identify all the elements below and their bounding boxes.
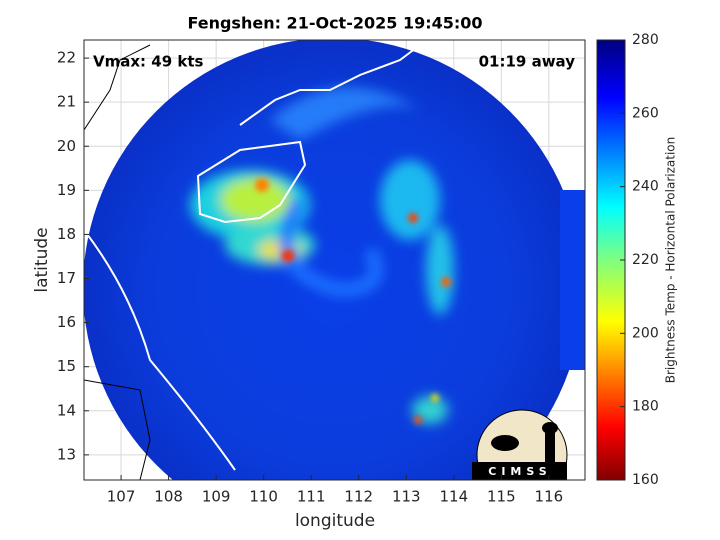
colorbar-tick-label: 240: [632, 179, 659, 195]
y-tick-label: 22: [57, 49, 76, 67]
y-tick-label: 18: [57, 225, 76, 243]
x-tick-label: 112: [344, 488, 373, 506]
annotation: Vmax: 49 kts: [93, 53, 203, 71]
swath-image: [84, 40, 585, 480]
y-tick-label: 17: [57, 269, 76, 287]
y-tick-label: 20: [57, 137, 76, 155]
y-tick-label: 19: [57, 181, 76, 199]
x-tick-label: 109: [202, 488, 231, 506]
colorbar-tick-label: 180: [632, 399, 659, 415]
x-axis-label: longitude: [295, 511, 375, 531]
x-tick-label: 115: [487, 488, 516, 506]
colorbar-tick-label: 220: [632, 252, 659, 268]
colorbar-tick-label: 160: [632, 472, 659, 488]
y-tick-label: 15: [57, 357, 76, 375]
x-tick-label: 107: [107, 488, 136, 506]
colorbar-tick-label: 260: [632, 105, 659, 121]
y-tick-label: 16: [57, 313, 76, 331]
colorbar-tick-label: 280: [632, 32, 659, 48]
plot-frame: [83, 39, 586, 481]
logo-text: CIMSS: [488, 465, 551, 478]
y-tick-label: 14: [57, 401, 76, 419]
x-tick-label: 114: [439, 488, 468, 506]
y-tick-label: 21: [57, 93, 76, 111]
logo: CIMSS: [472, 409, 568, 480]
chart-title: Fengshen: 21-Oct-2025 19:45:00: [187, 14, 482, 33]
y-axis-label: latitude: [32, 227, 52, 292]
annotation: 01:19 away: [479, 53, 576, 71]
colorbar-label: Brightness Temp - Horizontal Polarizatio…: [664, 137, 678, 384]
x-tick-label: 111: [297, 488, 326, 506]
colorbar-tick-label: 200: [632, 325, 659, 341]
x-tick-label: 116: [535, 488, 564, 506]
x-tick-label: 110: [249, 488, 278, 506]
x-tick-label: 108: [154, 488, 183, 506]
x-tick-label: 113: [392, 488, 421, 506]
y-tick-label: 13: [57, 445, 76, 463]
